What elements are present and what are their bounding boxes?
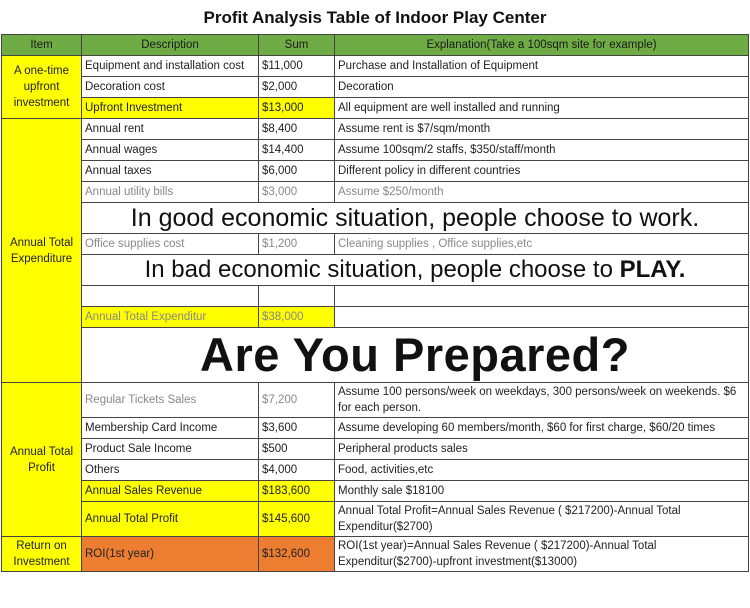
cell-sum: $14,400: [258, 139, 335, 161]
header-description: Description: [81, 34, 259, 56]
cell-description: Product Sale Income: [81, 438, 259, 460]
overlay-row: In good economic situation, people choos…: [2, 202, 749, 234]
cell-sum: [258, 285, 335, 307]
cell-description: Annual wages: [81, 139, 259, 161]
profit-table: Item Description Sum Explanation(Take a …: [1, 34, 749, 572]
cell-explanation: Different policy in different countries: [334, 160, 749, 182]
cell-sum: $8,400: [258, 118, 335, 140]
group-profit: Annual Total Profit: [1, 382, 82, 537]
cell-sum: $4,000: [258, 459, 335, 481]
cell-explanation: [334, 285, 749, 307]
cell-explanation: Assume $250/month: [334, 181, 749, 203]
cell-description: Equipment and installation cost: [81, 55, 259, 77]
cell-explanation: Decoration: [334, 76, 749, 98]
cell-description: Annual Total Expenditur: [81, 306, 259, 328]
cell-sum: $2,000: [258, 76, 335, 98]
table-row: Annual Total Profit Regular Tickets Sales…: [1, 382, 749, 537]
cell-explanation: Cleaning supplies , Office supplies,etc: [334, 233, 749, 255]
table-row: Annual utility bills $3,000 Assume $250/mo…: [2, 181, 749, 203]
table-row: Decoration cost $2,000 Decoration: [2, 76, 749, 98]
cell-sum: $500: [258, 438, 335, 460]
cell-explanation: Assume 100sqm/2 staffs, $350/staff/month: [334, 139, 749, 161]
table-row: Annual Total Profit $145,600 Annual Total …: [2, 501, 749, 537]
table-row: [2, 285, 749, 307]
header-sum: Sum: [258, 34, 335, 56]
cell-explanation: All equipment are well installed and run…: [334, 97, 749, 119]
group-expenditure: Annual Total Expenditure: [1, 118, 82, 383]
overlay-line-2-text: In bad economic situation, people choose…: [144, 256, 620, 283]
cell-description: [81, 285, 259, 307]
cell-description: Annual rent: [81, 118, 259, 140]
overlay-row: Are You Prepared?: [2, 327, 749, 383]
header-item: Item: [1, 34, 82, 56]
cell-explanation: Assume rent is $7/sqm/month: [334, 118, 749, 140]
cell-sum: $145,600: [258, 501, 335, 537]
cell-description: Regular Tickets Sales: [81, 382, 259, 418]
overlay-play-bold: PLAY.: [619, 256, 686, 283]
cell-description: Annual utility bills: [81, 181, 259, 203]
page-title: Profit Analysis Table of Indoor Play Cen…: [203, 8, 547, 27]
cell-description: Membership Card Income: [81, 417, 259, 439]
cell-sum: $38,000: [258, 306, 335, 328]
table-row: Annual wages $14,400 Assume 100sqm/2 staff…: [2, 139, 749, 161]
cell-description: Annual Total Profit: [81, 501, 259, 537]
table-row: Product Sale Income $500 Peripheral produc…: [2, 438, 749, 460]
table-row: Membership Card Income $3,600 Assume devel…: [2, 417, 749, 439]
overlay-headline: Are You Prepared?: [81, 327, 749, 383]
overlay-line-2: In bad economic situation, people choose…: [81, 254, 749, 286]
cell-sum: $11,000: [258, 55, 335, 77]
cell-description: ROI(1st year): [81, 536, 259, 572]
cell-description: Decoration cost: [81, 76, 259, 98]
cell-description: Office supplies cost: [81, 233, 259, 255]
table-header: Item Description Sum Explanation(Take a …: [1, 34, 749, 56]
cell-explanation: Food, activities,etc: [334, 459, 749, 481]
table-row: Office supplies cost $1,200 Cleaning suppl…: [2, 233, 749, 255]
cell-explanation: Annual Total Profit=Annual Sales Revenue…: [334, 501, 749, 537]
table-row: Others $4,000 Food, activities,etc: [2, 459, 749, 481]
cell-sum: $1,200: [258, 233, 335, 255]
overlay-row: In bad economic situation, people choose…: [2, 254, 749, 286]
cell-explanation: Assume 100 persons/week on weekdays, 300…: [334, 382, 749, 418]
table-row: Annual Total Expenditur $38,000: [2, 306, 749, 328]
cell-description: Annual taxes: [81, 160, 259, 182]
table-row: Annual Sales Revenue $183,600 Monthly sale…: [2, 480, 749, 502]
cell-explanation: Assume developing 60 members/month, $60 …: [334, 417, 749, 439]
cell-sum: $13,000: [258, 97, 335, 119]
cell-description: Upfront Investment: [81, 97, 259, 119]
cell-description: Others: [81, 459, 259, 481]
cell-explanation: Monthly sale $18100: [334, 480, 749, 502]
group-upfront: A one-time upfront investment: [1, 55, 82, 119]
cell-sum: $6,000: [258, 160, 335, 182]
cell-sum: $183,600: [258, 480, 335, 502]
overlay-line-1: In good economic situation, people choos…: [81, 202, 749, 234]
group-roi: Return on Investment: [1, 536, 82, 572]
cell-sum: $132,600: [258, 536, 335, 572]
cell-description: Annual Sales Revenue: [81, 480, 259, 502]
cell-explanation: Peripheral products sales: [334, 438, 749, 460]
cell-explanation: ROI(1st year)=Annual Sales Revenue ( $21…: [334, 536, 749, 572]
table-row: Annual taxes $6,000 Different policy in di…: [2, 160, 749, 182]
header-explanation: Explanation(Take a 100sqm site for examp…: [334, 34, 749, 56]
cell-explanation: Purchase and Installation of Equipment: [334, 55, 749, 77]
table-row: Return on Investment ROI(1st year) $132,60…: [1, 536, 749, 572]
table-row: A one-time upfront investment Equipment a…: [1, 55, 749, 119]
cell-sum: $3,600: [258, 417, 335, 439]
cell-sum: $7,200: [258, 382, 335, 418]
table-row: Upfront Investment $13,000 All equipment a…: [2, 97, 749, 119]
table-row: Annual Total Expenditure Annual rent $8,40…: [1, 118, 749, 383]
cell-explanation: [334, 306, 749, 328]
cell-sum: $3,000: [258, 181, 335, 203]
